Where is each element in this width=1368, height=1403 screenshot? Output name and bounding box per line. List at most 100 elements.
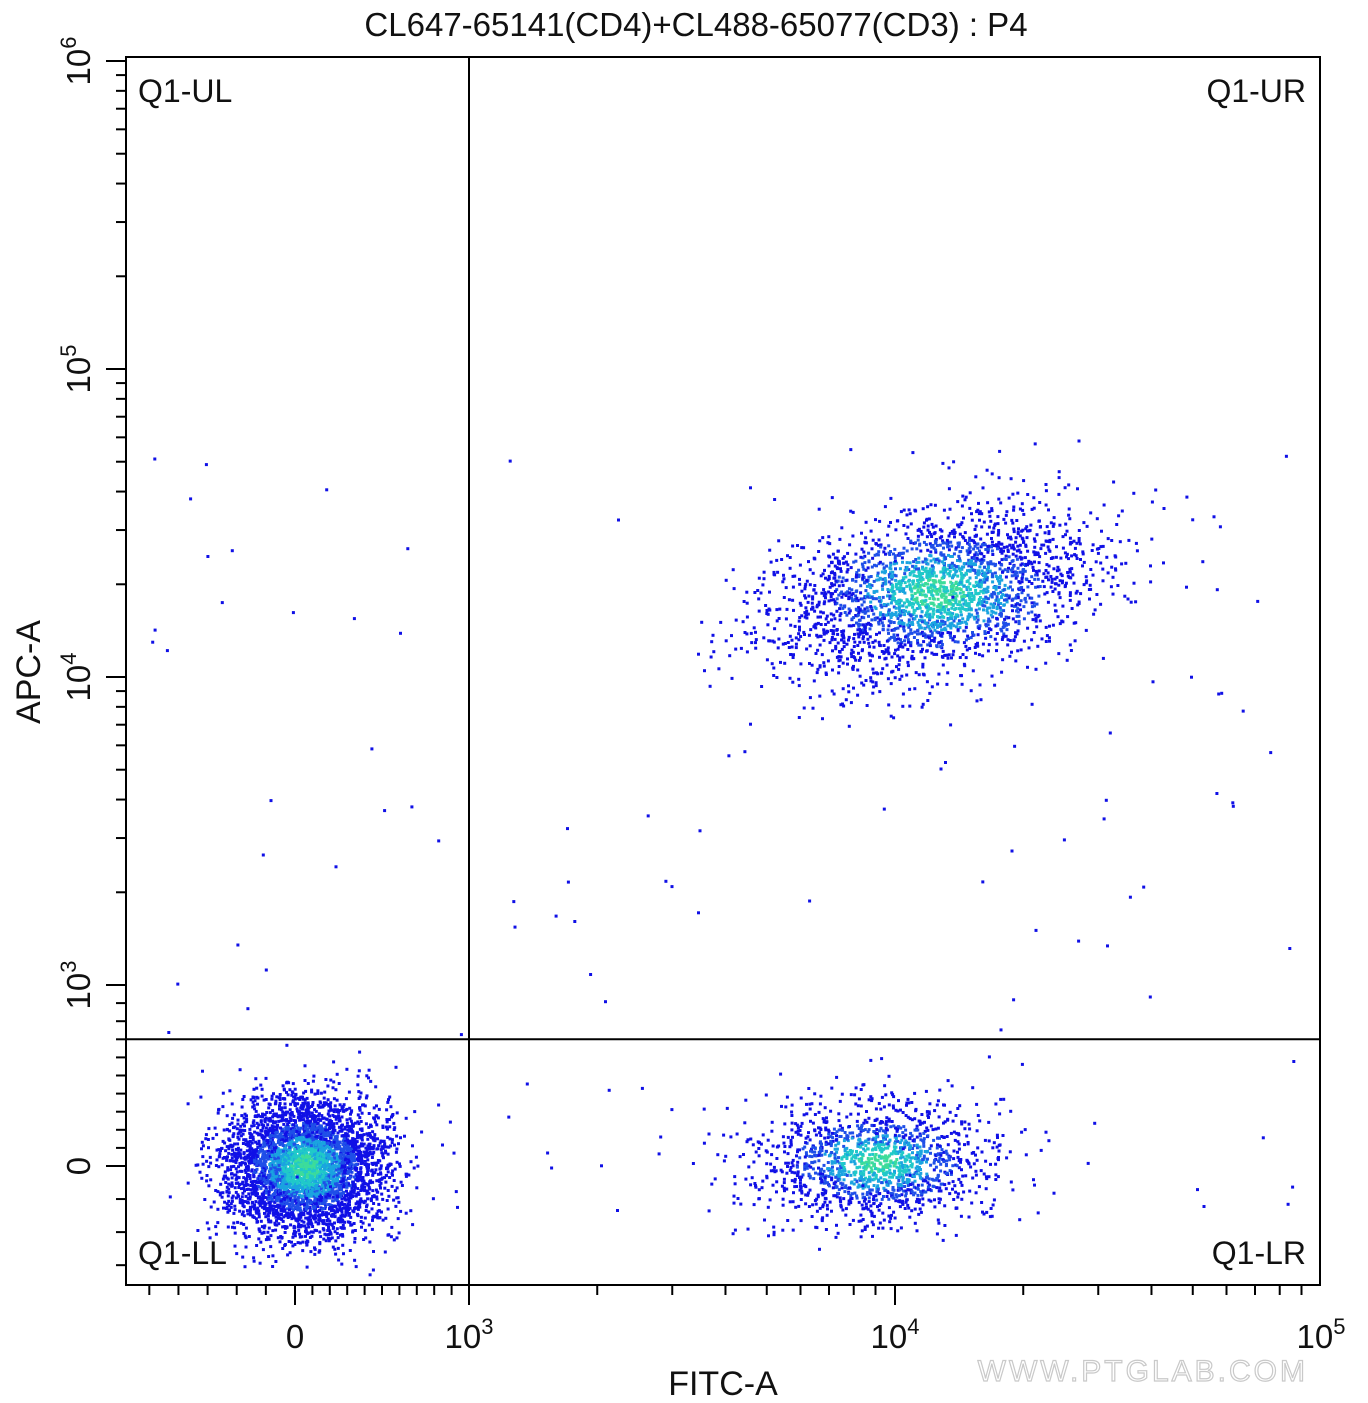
event-dot [288, 1192, 291, 1196]
event-dot [303, 1079, 307, 1082]
event-dot [1009, 1109, 1013, 1113]
event-dot [844, 1173, 847, 1176]
event-dot [301, 1107, 305, 1111]
event-dot [357, 1150, 361, 1154]
event-dot [310, 1187, 314, 1191]
event-dot [246, 1166, 250, 1170]
event-dot [255, 1162, 259, 1166]
event-dot [306, 1240, 310, 1244]
event-dot [227, 1137, 231, 1141]
event-dot [322, 1189, 326, 1193]
event-dot [274, 1190, 278, 1194]
event-dot [267, 1220, 271, 1224]
event-dot [308, 1205, 312, 1209]
event-dot [287, 1142, 290, 1146]
event-dot [266, 1141, 270, 1145]
event-dot [365, 1205, 368, 1209]
event-dot [270, 1194, 274, 1198]
event-dot [287, 1156, 291, 1160]
event-dot [239, 1130, 243, 1134]
event-dot [296, 1241, 300, 1245]
event-dot [836, 1167, 840, 1171]
event-dot [353, 1229, 357, 1232]
event-dot [306, 1106, 310, 1110]
event-dot [333, 1104, 337, 1108]
event-dot [305, 1112, 309, 1116]
event-dot [358, 1205, 362, 1209]
event-dot [894, 1199, 898, 1203]
event-dot [257, 1201, 261, 1205]
event-dot [311, 1079, 315, 1083]
event-dot [224, 1149, 228, 1153]
event-dot [311, 1159, 315, 1163]
event-dot [264, 1155, 268, 1159]
event-dot [257, 1123, 261, 1127]
event-dot [367, 1163, 370, 1167]
event-dot [241, 1210, 245, 1214]
event-dot [260, 1170, 264, 1174]
event-dot [349, 1112, 352, 1116]
event-dot [252, 1174, 256, 1178]
event-dot [343, 1163, 347, 1167]
event-dot [351, 1157, 354, 1161]
event-dot [810, 1102, 814, 1106]
event-dot [397, 1231, 401, 1235]
event-dot [370, 1146, 374, 1150]
event-dot [227, 1191, 231, 1195]
event-dot [657, 1152, 661, 1156]
event-dot [302, 1118, 306, 1122]
event-dot [275, 1209, 279, 1212]
event-dot [389, 1144, 393, 1148]
event-dot [951, 1187, 954, 1191]
event-dot [301, 1138, 304, 1141]
event-dot [305, 1152, 309, 1155]
event-dot [271, 1254, 275, 1258]
event-dot [283, 1102, 287, 1106]
event-dot [257, 1159, 260, 1163]
event-dot [329, 1204, 333, 1207]
event-dot [327, 1239, 331, 1243]
event-dot [318, 1100, 322, 1104]
event-dot [360, 1188, 364, 1192]
event-dot [301, 1159, 305, 1163]
event-dot [336, 1236, 340, 1240]
event-dot [912, 1185, 916, 1189]
event-dot [312, 1114, 316, 1117]
event-dot [234, 1181, 238, 1185]
event-dot [346, 1205, 350, 1209]
event-dot [242, 1200, 246, 1203]
event-dot [348, 1155, 352, 1158]
event-dot [969, 1165, 973, 1169]
event-dot [857, 1200, 861, 1204]
event-dot [390, 1172, 394, 1175]
event-dot [375, 1104, 378, 1108]
event-dot [834, 1180, 838, 1184]
event-dot [255, 1131, 259, 1135]
event-dot [277, 1119, 281, 1123]
event-dot [881, 1226, 885, 1230]
event-dot [274, 1146, 278, 1150]
event-dot [304, 1205, 308, 1209]
event-dot [313, 1205, 317, 1209]
event-dot [343, 1158, 347, 1162]
event-dot [853, 1178, 857, 1182]
event-dot [375, 1212, 379, 1216]
event-dot [328, 1181, 331, 1185]
event-dot [785, 1095, 789, 1099]
event-dot [298, 1235, 302, 1239]
event-dot [267, 1106, 271, 1110]
event-dot [336, 1141, 340, 1145]
event-dot [307, 1182, 311, 1186]
event-dot [364, 1173, 368, 1177]
event-dot [309, 1124, 313, 1128]
event-dot [246, 1168, 250, 1172]
event-dot [911, 1156, 915, 1160]
event-dot [334, 1239, 338, 1243]
event-dot [262, 1153, 266, 1157]
event-dot [275, 1095, 279, 1099]
event-dot [360, 1127, 364, 1131]
event-dot [826, 1207, 829, 1211]
event-dot [290, 1240, 293, 1244]
event-dot [311, 1164, 315, 1168]
event-dot [267, 1226, 271, 1230]
